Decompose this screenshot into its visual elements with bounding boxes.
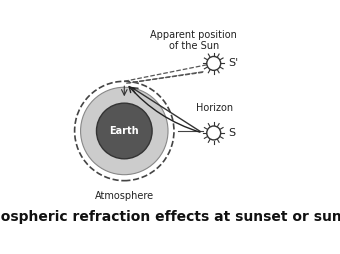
Circle shape bbox=[207, 56, 221, 70]
Circle shape bbox=[207, 126, 221, 140]
Circle shape bbox=[81, 87, 168, 175]
Text: Atmospheric refraction effects at sunset or sunrise: Atmospheric refraction effects at sunset… bbox=[0, 210, 340, 224]
Text: S': S' bbox=[228, 58, 239, 68]
Text: Apparent position
of the Sun: Apparent position of the Sun bbox=[150, 30, 237, 52]
Circle shape bbox=[97, 103, 152, 159]
Text: S: S bbox=[228, 128, 236, 138]
Text: Earth: Earth bbox=[109, 126, 139, 136]
Text: Horizon: Horizon bbox=[196, 103, 233, 113]
Text: Atmosphere: Atmosphere bbox=[95, 190, 154, 201]
